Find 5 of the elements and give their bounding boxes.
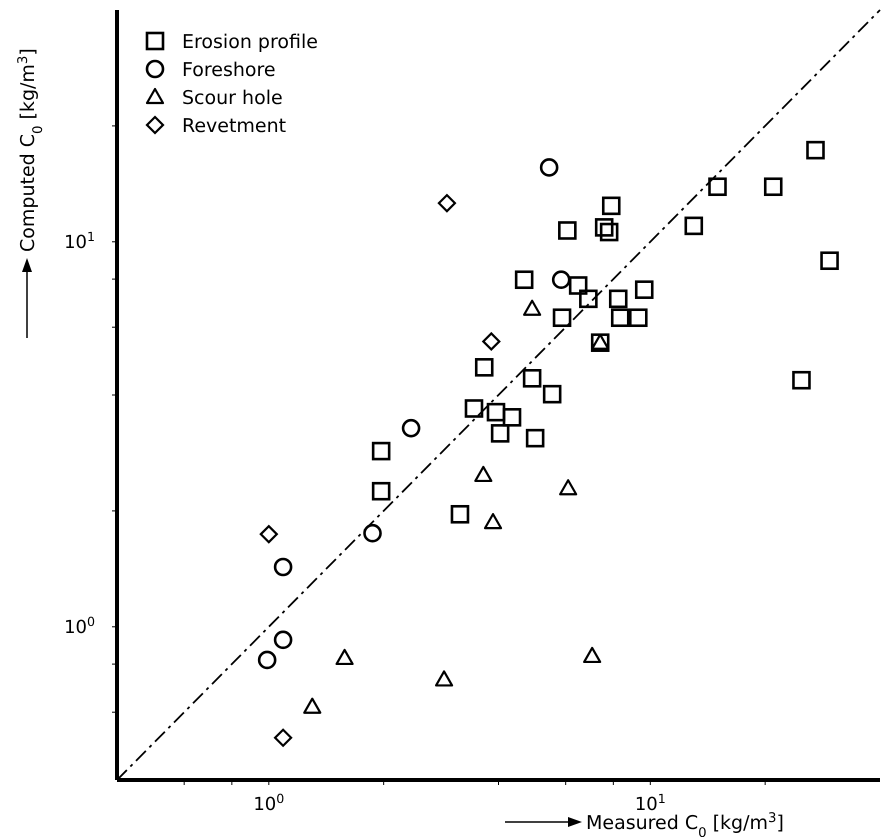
legend-label: Revetment xyxy=(182,115,286,137)
legend-label: Scour hole xyxy=(182,87,283,109)
legend-label: Foreshore xyxy=(182,59,276,81)
x-axis-title: Measured C$_{0}$ [kg/m$^{3}$] xyxy=(586,810,784,837)
legend-label: Erosion profile xyxy=(182,31,318,53)
